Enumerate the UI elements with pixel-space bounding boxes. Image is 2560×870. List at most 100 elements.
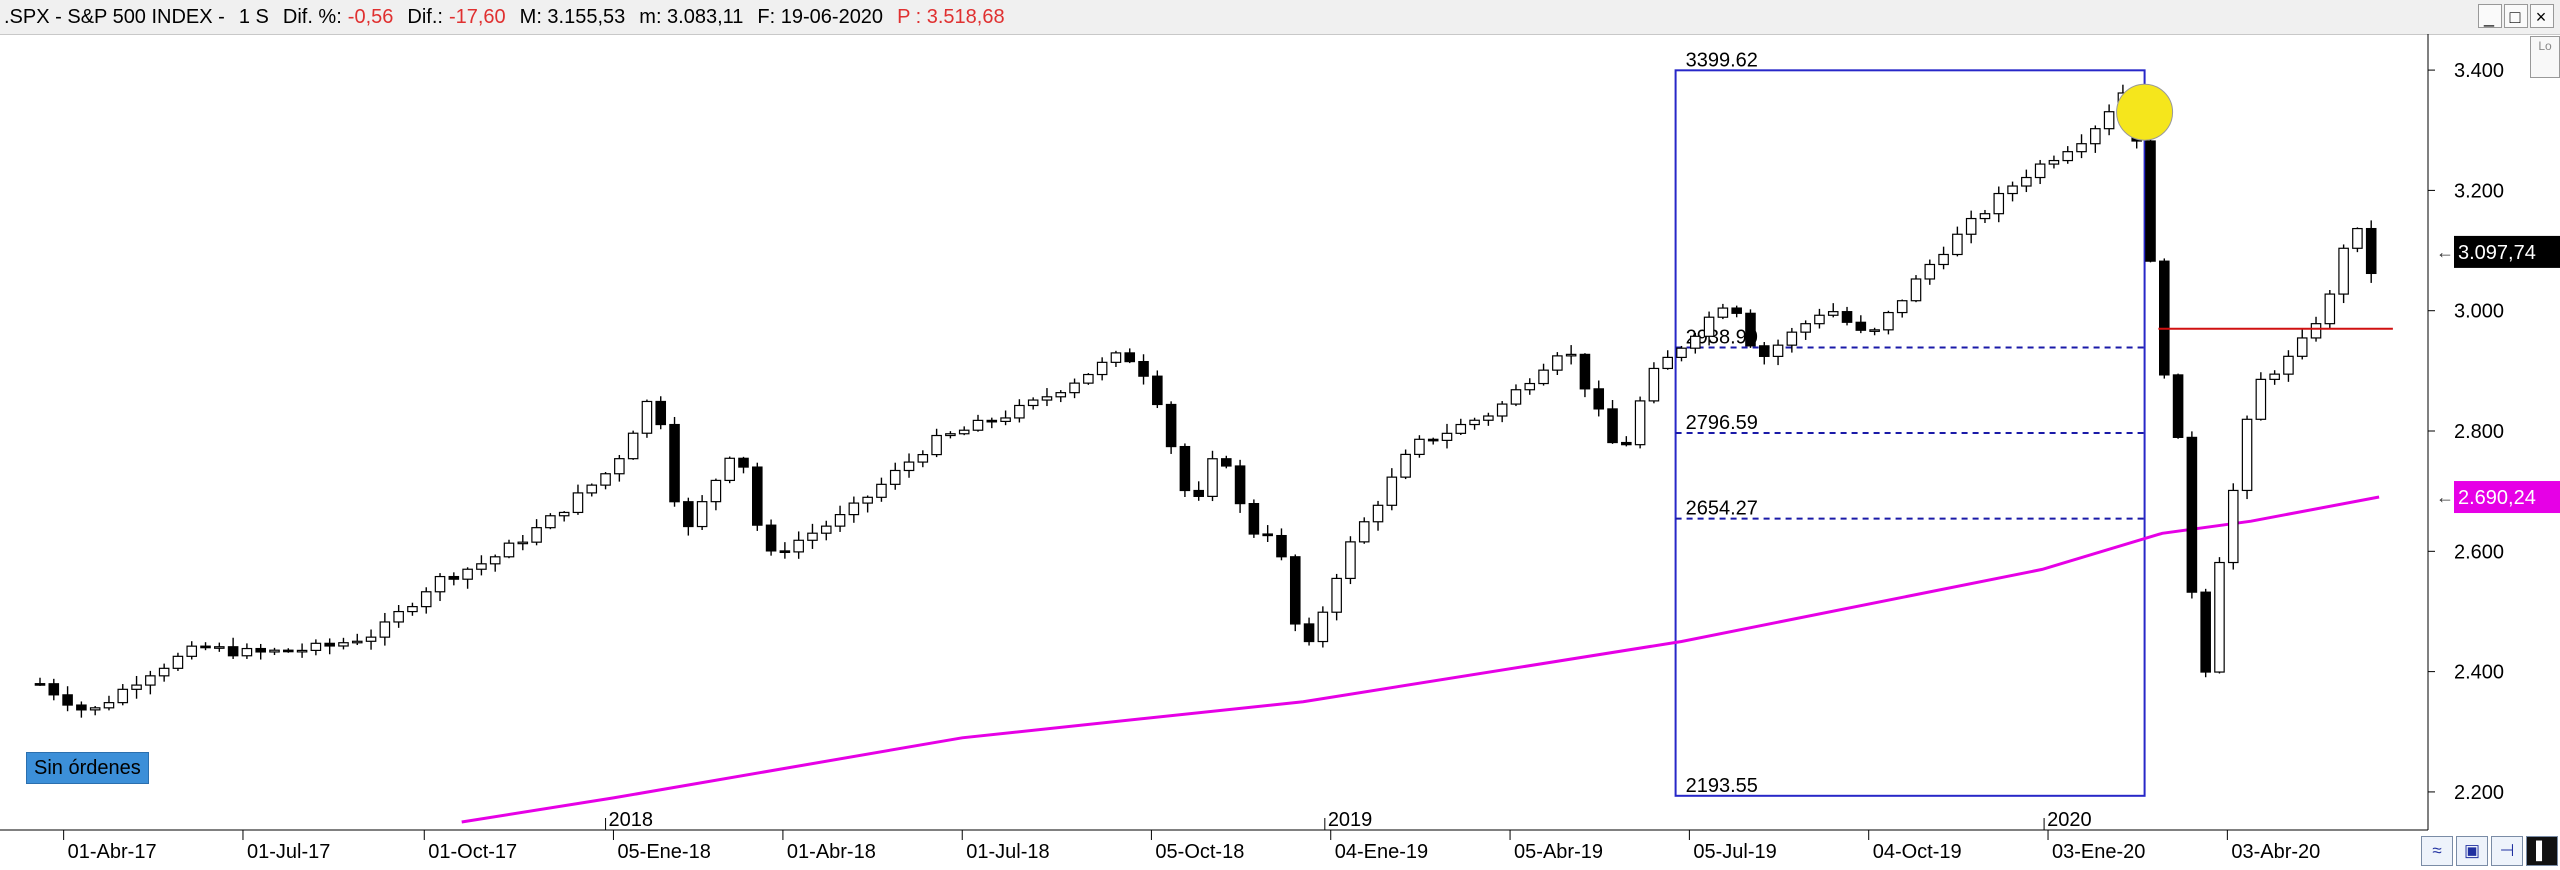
candle	[1083, 373, 1094, 385]
candle	[200, 642, 211, 651]
dif-pct-label: Dif. %:	[282, 6, 342, 28]
candle	[1014, 399, 1025, 423]
candle	[1000, 410, 1011, 426]
min-label: m: 3.083,11	[639, 6, 744, 28]
pin-icon[interactable]: ⊣	[2491, 836, 2523, 866]
candle-body	[365, 636, 377, 642]
candle-body	[2048, 159, 2060, 165]
candle	[1179, 443, 1191, 497]
candle	[89, 705, 101, 716]
candle	[1138, 354, 1149, 385]
candle-body	[903, 461, 915, 472]
price-chart[interactable]: 2.200 2.400 2.600 2.800 3.000 3.200 3.400 01-Ab…	[0, 34, 2560, 870]
candle	[462, 567, 473, 589]
candle-body	[2241, 418, 2253, 492]
y-tick-label: 2.600	[2454, 541, 2504, 563]
x-tick-label: 05-Oct-18	[1155, 841, 1244, 863]
minimize-button[interactable]: _	[2478, 4, 2502, 28]
candle-body	[1096, 361, 1108, 376]
close-button[interactable]: ×	[2530, 4, 2554, 28]
candle	[834, 505, 846, 532]
candle-body	[545, 515, 556, 529]
save-icon[interactable]: ▣	[2456, 836, 2488, 866]
candle-body	[558, 511, 570, 517]
candle-body	[1234, 465, 1246, 505]
candle	[1041, 388, 1053, 407]
year-label: 2018	[609, 809, 654, 831]
candle-body	[255, 647, 266, 653]
candle-body	[283, 649, 294, 653]
orders-badge[interactable]: Sin órdenes	[26, 752, 149, 784]
candle	[1814, 308, 1825, 329]
candle	[517, 535, 529, 551]
candle-body	[2172, 374, 2184, 438]
candle-body	[1965, 217, 1977, 235]
candle-body	[807, 532, 818, 541]
candle-body	[172, 655, 184, 669]
candle-body	[1717, 307, 1729, 318]
year-label: 2019	[1328, 809, 1373, 831]
candle	[186, 641, 198, 660]
candle-body	[2296, 337, 2308, 357]
candle-body	[1552, 355, 1563, 371]
candle	[1152, 370, 1163, 409]
candle	[379, 612, 391, 646]
y-tick-label: 3.000	[2454, 301, 2504, 323]
candle	[655, 396, 667, 430]
candle-body	[1690, 335, 1701, 349]
candle-body	[434, 575, 446, 593]
candle	[2076, 134, 2087, 159]
candle-body	[1924, 263, 1936, 280]
candle-body	[1000, 417, 1011, 423]
candle	[1883, 310, 1894, 335]
candle-body	[1662, 356, 1673, 370]
candle	[283, 648, 294, 653]
candle	[62, 686, 73, 712]
candle	[1565, 345, 1577, 365]
candle	[1524, 378, 1536, 395]
candle	[1538, 363, 1549, 386]
chart-toggle-icon[interactable]: ≈	[2421, 836, 2453, 866]
p-label: P : 3.518,68	[897, 6, 1005, 28]
candle	[1358, 517, 1370, 544]
candle-body	[2103, 111, 2115, 130]
candle-body	[2214, 561, 2225, 673]
candle	[545, 513, 556, 530]
x-tick-label: 05-Ene-18	[617, 841, 710, 863]
candle	[820, 520, 832, 541]
corner-badge[interactable]: Lo	[2530, 36, 2560, 78]
candle-body	[1952, 233, 1963, 256]
x-tick-label: 01-Abr-17	[68, 841, 157, 863]
maximize-button[interactable]: □	[2504, 4, 2528, 28]
candle-body	[1772, 344, 1784, 357]
candle	[34, 677, 46, 686]
last-price-tag-bg	[2454, 235, 2560, 268]
panel-icon[interactable]: ▌	[2526, 836, 2558, 866]
candle-body	[724, 457, 735, 482]
candle-body	[1593, 388, 1605, 410]
candle	[255, 643, 266, 660]
candle-body	[669, 423, 680, 503]
candle	[1400, 449, 1411, 480]
candle	[779, 542, 791, 559]
x-tick-label: 01-Jul-18	[966, 841, 1049, 863]
candle-body	[1607, 408, 1618, 444]
candle-body	[1262, 533, 1273, 537]
candle	[1234, 459, 1246, 513]
candle	[365, 629, 377, 650]
x-tick-label: 04-Ene-19	[1335, 841, 1428, 863]
candle-body	[1041, 396, 1053, 401]
candle-body	[503, 542, 515, 558]
candle	[1827, 303, 1839, 318]
candle	[1483, 412, 1494, 426]
candle	[807, 523, 818, 549]
candle	[351, 633, 363, 646]
candle	[2365, 220, 2377, 283]
period-label: 1 S	[238, 6, 269, 28]
candle	[476, 555, 487, 576]
y-tick-label: 3.200	[2454, 180, 2504, 202]
candle	[1455, 418, 1467, 435]
x-tick-label: 03-Ene-20	[2052, 841, 2145, 863]
candle	[2103, 104, 2115, 136]
candle	[683, 497, 694, 536]
